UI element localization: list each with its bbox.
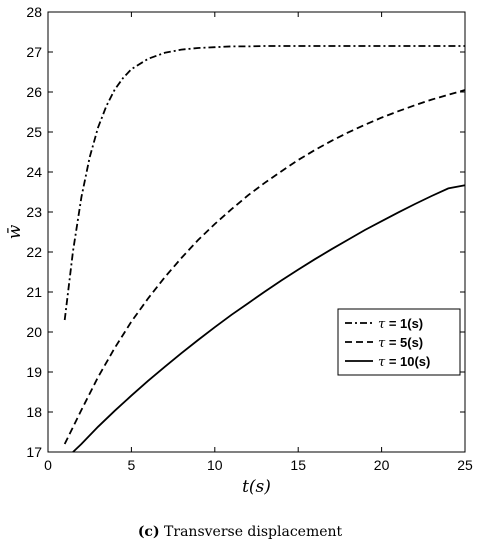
legend-label-text: = 5(s) <box>385 335 423 350</box>
axis-ticks <box>47 11 466 453</box>
x-tick-label: 5 <box>128 457 136 473</box>
y-tick-label: 23 <box>26 204 42 220</box>
series-line-2 <box>63 89 466 445</box>
y-tick-label: 27 <box>26 44 42 60</box>
y-axis-label: w̄ <box>5 224 25 239</box>
figure-caption: (c) Transverse displacement <box>0 524 480 540</box>
y-tick-label: 22 <box>26 244 42 260</box>
legend-label-text: = 10(s) <box>385 354 430 369</box>
tick-labels: 0 5 10 15 20 25 17 18 19 20 21 22 23 24 25 26 27 28 <box>26 4 473 473</box>
legend-tau-symbol: τ <box>378 317 386 332</box>
series-line-1 <box>63 45 465 321</box>
x-tick-label: 10 <box>207 457 223 473</box>
y-tick-label: 28 <box>26 4 42 20</box>
series-line-3 <box>72 184 466 453</box>
x-tick-label: 15 <box>290 457 306 473</box>
y-tick-label: 20 <box>26 324 42 340</box>
y-tick-label: 26 <box>26 84 42 100</box>
y-tick-label: 21 <box>26 284 42 300</box>
plot-frame <box>47 11 466 453</box>
series-lines <box>63 45 466 453</box>
x-tick-label: 20 <box>374 457 390 473</box>
y-tick-label: 17 <box>26 444 42 460</box>
y-tick-label: 24 <box>26 164 42 180</box>
caption-text: Transverse displacement <box>164 524 343 540</box>
legend: τ = 1(s)τ = 5(s)τ = 10(s) <box>337 308 461 376</box>
legend-label-2: τ = 5(s) <box>378 335 423 351</box>
y-tick-label: 18 <box>26 404 42 420</box>
caption-tag: (c) <box>137 524 160 540</box>
legend-tau-symbol: τ <box>378 355 386 370</box>
y-tick-label: 25 <box>26 124 42 140</box>
y-tick-label: 19 <box>26 364 42 380</box>
legend-label-1: τ = 1(s) <box>378 316 423 332</box>
x-axis-label: t(s) <box>242 477 271 497</box>
legend-tau-symbol: τ <box>378 336 386 351</box>
x-tick-label: 0 <box>44 457 52 473</box>
legend-label-text: = 1(s) <box>385 316 423 331</box>
x-tick-label: 25 <box>457 457 473 473</box>
legend-label-3: τ = 10(s) <box>378 354 430 370</box>
